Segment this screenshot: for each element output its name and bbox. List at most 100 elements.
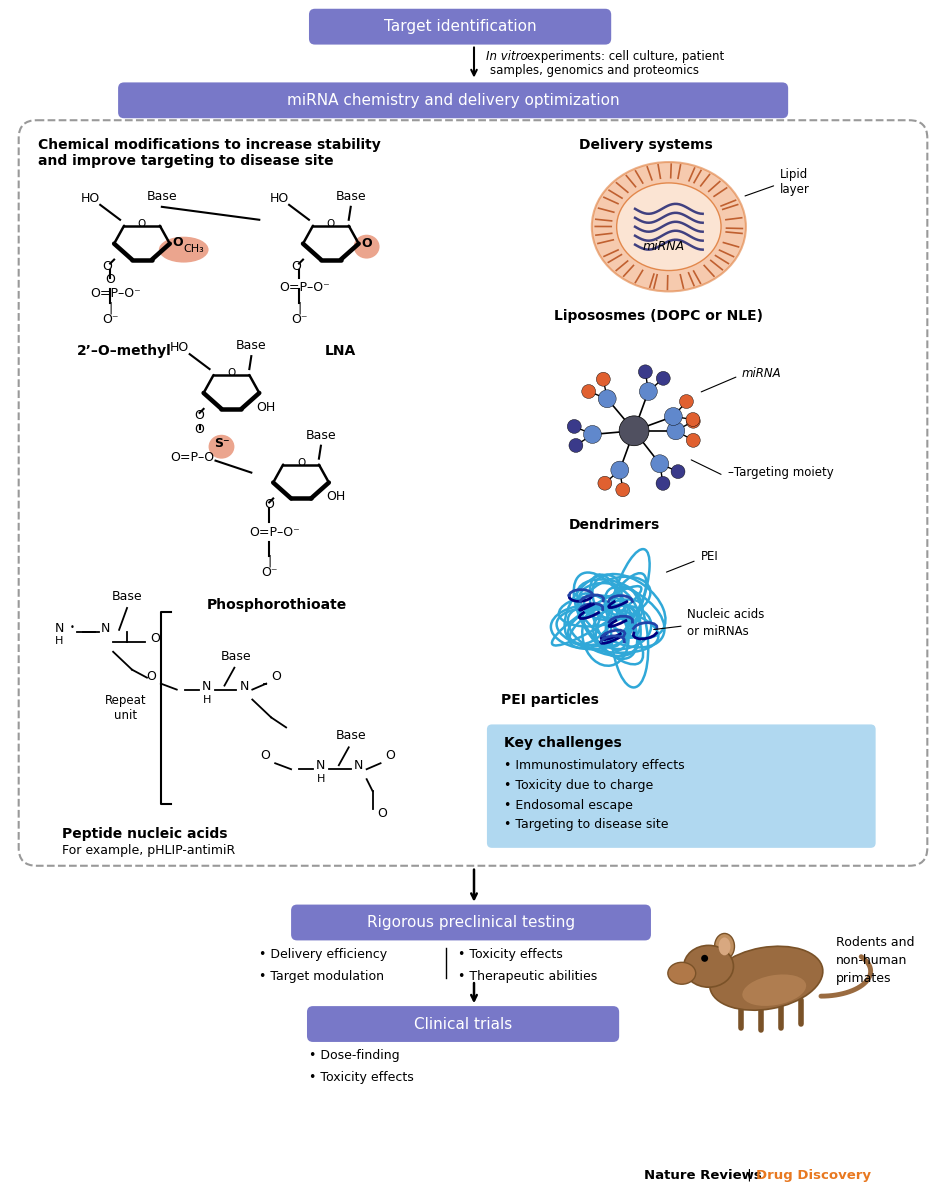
Text: Lipososmes (DOPC or NLE): Lipososmes (DOPC or NLE) [554,310,763,323]
Text: H: H [55,636,64,646]
Ellipse shape [209,434,234,458]
Text: HO: HO [170,341,190,354]
Circle shape [598,390,616,408]
Text: Repeat
unit: Repeat unit [105,694,147,722]
Text: |: | [743,1169,756,1182]
Text: N: N [55,622,65,635]
Text: • Toxicity effects: • Toxicity effects [458,948,563,961]
Circle shape [686,433,700,448]
Text: • Immunostimulatory effects: • Immunostimulatory effects [504,758,684,772]
Circle shape [679,395,694,408]
Text: O: O [102,259,112,272]
Circle shape [639,365,652,379]
Ellipse shape [742,974,806,1006]
Text: |: | [108,301,112,314]
Ellipse shape [592,162,746,292]
Circle shape [686,414,700,428]
Ellipse shape [715,934,735,959]
Text: Nucleic acids
or miRNAs: Nucleic acids or miRNAs [687,608,764,638]
Text: LNA: LNA [326,344,357,358]
Ellipse shape [668,962,696,984]
Text: OH: OH [326,491,345,504]
Text: • Toxicity due to charge: • Toxicity due to charge [504,779,653,792]
Text: O: O [150,632,159,644]
Text: Key challenges: Key challenges [504,737,622,750]
FancyBboxPatch shape [309,8,611,44]
Text: In vitro: In vitro [486,50,528,64]
Circle shape [611,461,629,479]
Circle shape [584,426,602,443]
Circle shape [596,372,610,386]
Text: N: N [316,760,326,773]
Text: miRNA: miRNA [642,240,685,253]
Ellipse shape [617,182,721,270]
FancyBboxPatch shape [291,905,651,941]
Text: • Targeting to disease site: • Targeting to disease site [504,818,668,832]
Text: Base: Base [335,730,366,743]
Text: OH: OH [256,401,276,414]
Text: O: O [297,457,306,468]
Text: H: H [202,695,211,704]
Text: PEI: PEI [700,550,718,563]
Text: H: H [317,774,326,784]
Text: O: O [264,498,274,511]
Text: O=P–O⁻: O=P–O⁻ [279,282,330,294]
Circle shape [656,476,670,491]
Circle shape [619,416,649,445]
Text: O: O [291,259,301,272]
Text: Base: Base [306,428,336,442]
Ellipse shape [710,947,823,1010]
Text: |: | [267,554,271,568]
Text: O: O [326,218,335,229]
Circle shape [701,955,708,962]
Ellipse shape [718,937,731,955]
Text: miRNA: miRNA [741,366,781,379]
Text: miRNA chemistry and delivery optimization: miRNA chemistry and delivery optimizatio… [287,92,620,108]
Text: Lipid
layer: Lipid layer [780,168,810,196]
Text: Delivery systems: Delivery systems [580,138,713,152]
Text: Rigorous preclinical testing: Rigorous preclinical testing [367,914,575,930]
Text: O⁻: O⁻ [102,313,119,326]
Circle shape [686,413,700,426]
Text: Drug Discovery: Drug Discovery [756,1169,871,1182]
Text: O=P–O⁻: O=P–O⁻ [90,288,141,300]
Text: |: | [297,301,301,314]
Text: PEI particles: PEI particles [501,692,599,707]
Text: •: • [69,623,74,632]
Circle shape [657,371,670,385]
Circle shape [664,408,682,426]
Text: CH₃: CH₃ [183,244,204,253]
Text: O⁻: O⁻ [290,313,307,326]
Text: O: O [228,368,235,378]
Text: O⁻: O⁻ [261,566,277,580]
Circle shape [568,420,581,433]
Text: • Target modulation: • Target modulation [259,970,384,983]
Text: Base: Base [112,590,142,602]
Text: N: N [101,622,110,635]
Ellipse shape [158,236,209,263]
Text: experiments: cell culture, patient: experiments: cell culture, patient [523,50,724,64]
FancyBboxPatch shape [19,120,927,865]
Text: O=P–O⁻: O=P–O⁻ [250,527,300,539]
Text: O: O [378,806,387,820]
Text: –Targeting moiety: –Targeting moiety [728,466,833,479]
Circle shape [598,476,612,490]
Text: O: O [385,749,396,762]
Text: O: O [146,670,156,683]
Text: HO: HO [81,192,100,205]
Circle shape [616,482,630,497]
Text: • Delivery efficiency: • Delivery efficiency [259,948,387,961]
Text: Dendrimers: Dendrimers [568,518,660,533]
Text: Nature Reviews: Nature Reviews [644,1169,762,1182]
Text: 2’–O–methyl: 2’–O–methyl [77,344,172,358]
Text: N: N [354,760,363,773]
Text: samples, genomics and proteomics: samples, genomics and proteomics [490,64,698,77]
Text: Base: Base [221,649,251,662]
Text: Base: Base [335,190,366,203]
Text: Base: Base [146,190,177,203]
Text: O: O [173,235,183,248]
FancyBboxPatch shape [307,1006,619,1042]
Circle shape [671,464,685,479]
Text: • Therapeutic abilities: • Therapeutic abilities [458,970,597,983]
Text: Chemical modifications to increase stability
and improve targeting to disease si: Chemical modifications to increase stabi… [38,138,381,168]
